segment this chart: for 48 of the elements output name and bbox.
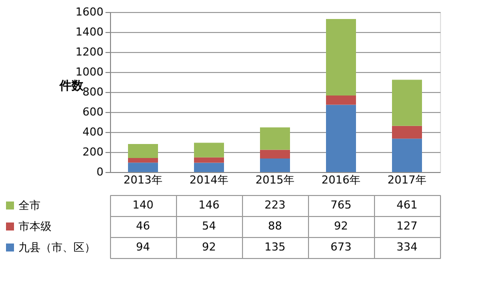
bar xyxy=(326,104,356,172)
bar xyxy=(260,158,290,172)
y-tick-label: 200 xyxy=(82,146,104,158)
data-label: 92 xyxy=(334,220,348,232)
data-label: 54 xyxy=(202,220,216,232)
x-tick-label: 2015年 xyxy=(256,174,294,186)
y-tick-label: 400 xyxy=(82,126,104,138)
legend-label: 九县（市、区） xyxy=(18,241,96,254)
legend-label: 全市 xyxy=(18,199,40,212)
data-label: 334 xyxy=(396,240,418,254)
y-tick-label: 0 xyxy=(96,166,104,178)
x-tick-label: 2013年 xyxy=(124,174,162,186)
bar xyxy=(128,144,158,158)
y-axis-title: 件数 xyxy=(58,78,85,92)
y-tick-label: 1400 xyxy=(76,26,104,38)
bar xyxy=(260,150,290,158)
data-label: 223 xyxy=(264,198,286,212)
bar xyxy=(392,126,422,139)
x-tick-label: 2016年 xyxy=(322,174,360,186)
bar xyxy=(194,157,224,163)
data-label: 127 xyxy=(396,220,418,232)
y-tick-label: 600 xyxy=(82,106,104,118)
bar xyxy=(326,96,356,105)
bar xyxy=(128,158,158,163)
data-label: 140 xyxy=(132,198,154,212)
bar xyxy=(128,162,158,172)
data-label: 146 xyxy=(198,198,220,212)
y-tick-label: 1600 xyxy=(76,6,104,18)
data-label: 765 xyxy=(330,198,352,212)
bar xyxy=(194,162,224,172)
data-label: 461 xyxy=(396,198,418,212)
y-tick-label: 1200 xyxy=(76,46,104,58)
bar xyxy=(326,19,356,96)
data-label: 92 xyxy=(202,240,216,254)
bar xyxy=(194,142,224,158)
data-label: 135 xyxy=(264,240,286,254)
data-label: 88 xyxy=(268,220,282,232)
y-tick-label: 1000 xyxy=(76,66,104,78)
x-tick-label: 2017年 xyxy=(388,174,426,186)
y-tick-label: 800 xyxy=(82,86,104,98)
bar xyxy=(392,80,422,126)
bar xyxy=(392,138,422,172)
legend-label: 市本级 xyxy=(18,220,52,233)
data-label: 94 xyxy=(136,240,150,254)
x-tick-label: 2014年 xyxy=(190,174,228,186)
data-label: 673 xyxy=(330,240,352,254)
bar xyxy=(260,127,290,150)
data-label: 46 xyxy=(136,220,150,232)
